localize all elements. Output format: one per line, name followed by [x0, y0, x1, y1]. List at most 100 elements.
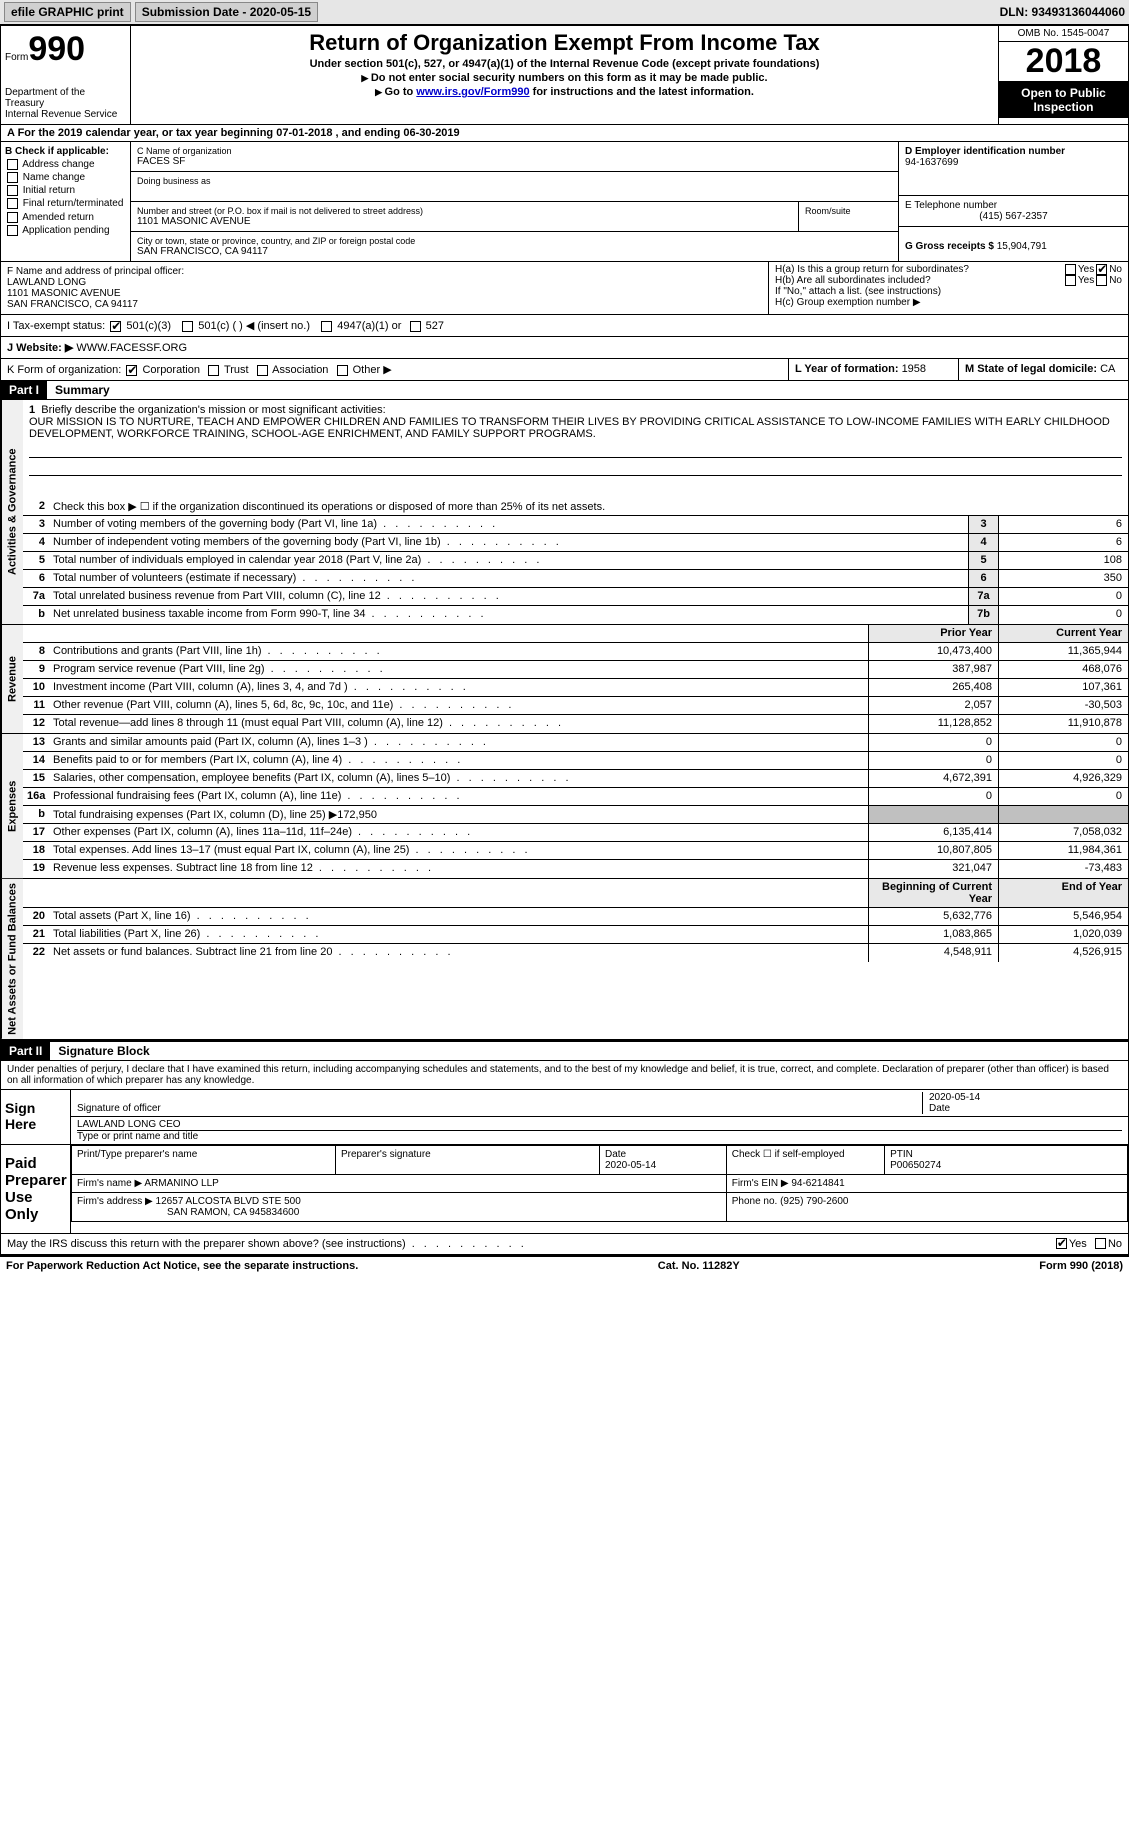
part1-badge: Part I: [1, 381, 47, 399]
form-header-left: Form990 Department of the Treasury Inter…: [1, 26, 131, 124]
org-name-label: C Name of organization: [137, 146, 892, 156]
street-row: Number and street (or P.O. box if mail i…: [131, 202, 898, 232]
period-label-a: A For the 2019 calendar year, or tax yea…: [7, 127, 276, 139]
activities-governance-section: Activities & Governance 1 Briefly descri…: [1, 400, 1128, 625]
chk-final-return[interactable]: Final return/terminated: [5, 198, 126, 209]
mission-block: 1 Briefly describe the organization's mi…: [23, 400, 1128, 498]
hb-no[interactable]: [1096, 275, 1107, 286]
officer-name: LAWLAND LONG: [7, 277, 762, 288]
phone-value: (415) 567-2357: [905, 211, 1122, 222]
line-15: 15Salaries, other compensation, employee…: [23, 770, 1128, 788]
sign-here-body: Signature of officer 2020-05-14 Date LAW…: [71, 1090, 1128, 1144]
gross-value: 15,904,791: [997, 241, 1047, 252]
exempt-label: I Tax-exempt status:: [7, 320, 105, 332]
chk-address-change[interactable]: Address change: [5, 159, 126, 170]
period-end: 06-30-2019: [403, 127, 459, 139]
form-subtitle-1: Under section 501(c), 527, or 4947(a)(1)…: [137, 58, 992, 70]
tab-expenses: Expenses: [1, 734, 23, 878]
chk-trust[interactable]: [208, 365, 219, 376]
box-b: B Check if applicable: Address change Na…: [1, 142, 131, 261]
expenses-content: 13Grants and similar amounts paid (Part …: [23, 734, 1128, 878]
form-number: 990: [28, 30, 85, 68]
chk-other[interactable]: [337, 365, 348, 376]
city-label: City or town, state or province, country…: [137, 236, 892, 246]
dept-treasury: Department of the Treasury: [5, 87, 126, 109]
paid-preparer-block: Paid Preparer Use Only Print/Type prepar…: [1, 1145, 1128, 1234]
org-name: FACES SF: [137, 156, 892, 167]
q2-text: Check this box ▶ ☐ if the organization d…: [49, 498, 1128, 515]
line-9: 9Program service revenue (Part VIII, lin…: [23, 661, 1128, 679]
ptin-cell: PTINP00650274: [885, 1145, 1128, 1174]
netassets-section: Net Assets or Fund Balances Beginning of…: [1, 879, 1128, 1040]
chk-name-change[interactable]: Name change: [5, 172, 126, 183]
part2-badge: Part II: [1, 1042, 50, 1060]
col-end: End of Year: [998, 879, 1128, 907]
firm-phone-cell: Phone no. (925) 790-2600: [726, 1192, 1127, 1221]
topbar: efile GRAPHIC print Submission Date - 20…: [0, 0, 1129, 25]
chk-assoc[interactable]: [257, 365, 268, 376]
officer-label: F Name and address of principal officer:: [7, 266, 762, 277]
dept-irs: Internal Revenue Service: [5, 109, 126, 120]
box-j: J Website: ▶ WWW.FACESSF.ORG: [1, 337, 193, 358]
officer-typed-name: LAWLAND LONG CEO: [77, 1119, 1122, 1131]
line-18: 18Total expenses. Add lines 13–17 (must …: [23, 842, 1128, 860]
prep-name-cell: Print/Type preparer's name: [72, 1145, 336, 1174]
chk-app-pending[interactable]: Application pending: [5, 225, 126, 236]
hc-label: H(c) Group exemption number ▶: [775, 297, 1122, 308]
sign-here-label: Sign Here: [1, 1090, 71, 1144]
box-m: M State of legal domicile: CA: [958, 359, 1128, 380]
mission-line-1: [29, 444, 1122, 458]
efile-print-button[interactable]: efile GRAPHIC print: [4, 2, 131, 22]
domicile: CA: [1100, 363, 1115, 375]
ha-no[interactable]: [1096, 264, 1107, 275]
chk-corp[interactable]: [126, 365, 137, 376]
sig-date-label: Date: [929, 1103, 1122, 1114]
form-org-row: K Form of organization: Corporation Trus…: [1, 359, 1128, 381]
discuss-yesno: Yes No: [1048, 1234, 1128, 1254]
chk-amended[interactable]: Amended return: [5, 212, 126, 223]
tax-period-row: A For the 2019 calendar year, or tax yea…: [1, 125, 1128, 142]
form-header-right: OMB No. 1545-0047 2018 Open to Public In…: [998, 26, 1128, 124]
form-subtitle-2: Do not enter social security numbers on …: [137, 72, 992, 84]
year-formation-label: L Year of formation:: [795, 363, 902, 375]
instructions-link[interactable]: www.irs.gov/Form990: [416, 86, 529, 98]
mission-line-2: [29, 462, 1122, 476]
chk-4947[interactable]: [321, 321, 332, 332]
line-16a: 16aProfessional fundraising fees (Part I…: [23, 788, 1128, 806]
form-title: Return of Organization Exempt From Incom…: [137, 30, 992, 56]
discuss-yes[interactable]: [1056, 1238, 1067, 1249]
org-name-cell: C Name of organization FACES SF: [131, 142, 898, 172]
gross-receipts-cell: G Gross receipts $ 15,904,791: [899, 227, 1128, 256]
box-b-title: B Check if applicable:: [5, 146, 126, 157]
city-value: SAN FRANCISCO, CA 94117: [137, 246, 892, 257]
tab-governance: Activities & Governance: [1, 400, 23, 624]
netassets-content: Beginning of Current Year End of Year 20…: [23, 879, 1128, 1039]
prep-date-cell: Date2020-05-14: [600, 1145, 727, 1174]
box-f: F Name and address of principal officer:…: [1, 262, 768, 314]
room-label: Room/suite: [805, 206, 892, 216]
chk-initial-return[interactable]: Initial return: [5, 185, 126, 196]
line-12: 12Total revenue—add lines 8 through 11 (…: [23, 715, 1128, 733]
dln-value: DLN: 93493136044060: [1000, 5, 1125, 19]
netassets-col-header: Beginning of Current Year End of Year: [23, 879, 1128, 908]
ein-label: D Employer identification number: [905, 146, 1122, 157]
line-6: 6Total number of volunteers (estimate if…: [23, 570, 1128, 588]
line-10: 10Investment income (Part VIII, column (…: [23, 679, 1128, 697]
line-17: 17Other expenses (Part IX, column (A), l…: [23, 824, 1128, 842]
governance-content: 1 Briefly describe the organization's mi…: [23, 400, 1128, 624]
ha-yes[interactable]: [1065, 264, 1076, 275]
omb-number: OMB No. 1545-0047: [999, 26, 1128, 42]
discuss-no[interactable]: [1095, 1238, 1106, 1249]
chk-501c3[interactable]: [110, 321, 121, 332]
col-prior: Prior Year: [868, 625, 998, 642]
hb-yes[interactable]: [1065, 275, 1076, 286]
chk-501c[interactable]: [182, 321, 193, 332]
sign-here-block: Sign Here Signature of officer 2020-05-1…: [1, 1090, 1128, 1145]
submission-date-button[interactable]: Submission Date - 2020-05-15: [135, 2, 318, 22]
revenue-section: Revenue Prior Year Current Year 8Contrib…: [1, 625, 1128, 734]
page-footer: For Paperwork Reduction Act Notice, see …: [0, 1256, 1129, 1275]
firm-ein-cell: Firm's EIN ▶ 94-6214841: [726, 1174, 1127, 1192]
line-13: 13Grants and similar amounts paid (Part …: [23, 734, 1128, 752]
hb-label: H(b) Are all subordinates included?: [775, 275, 1063, 286]
chk-527[interactable]: [410, 321, 421, 332]
